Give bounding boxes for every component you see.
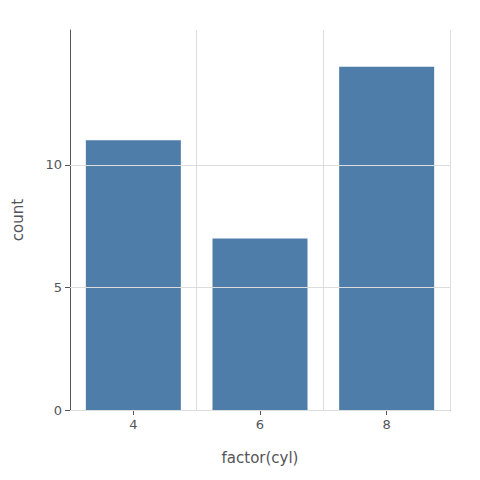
- svg-text:count: count: [9, 199, 27, 241]
- svg-text:6: 6: [256, 417, 264, 432]
- svg-text:factor(cyl): factor(cyl): [222, 449, 299, 467]
- svg-text:8: 8: [383, 417, 391, 432]
- svg-text:0: 0: [54, 403, 62, 418]
- svg-text:4: 4: [129, 417, 137, 432]
- svg-text:5: 5: [54, 280, 62, 295]
- svg-text:10: 10: [45, 157, 62, 172]
